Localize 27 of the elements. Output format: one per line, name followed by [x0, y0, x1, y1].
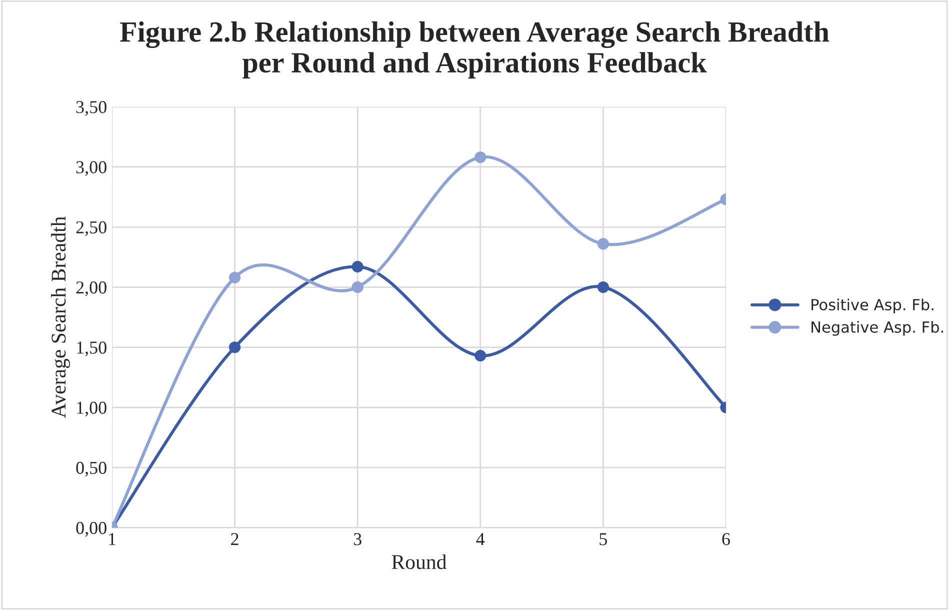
- x-tick-label: 2: [231, 533, 238, 546]
- y-tick-label: 0,50: [76, 462, 106, 477]
- legend-label: Positive Asp. Fb.: [812, 298, 934, 314]
- y-tick-label: 1,50: [77, 342, 106, 356]
- point: [597, 281, 609, 293]
- point: [597, 238, 609, 250]
- x-tick-label: 6: [722, 533, 730, 546]
- chart-title: Figure 2.b Relationship between Average Search Breadth per Round and Aspirations Feedback: [120, 21, 830, 79]
- point: [474, 151, 486, 164]
- point: [352, 260, 364, 272]
- x-tick-label: 1: [109, 533, 116, 546]
- y-tick-label: 3,50: [76, 101, 106, 116]
- y-tick-label: 2,50: [76, 221, 106, 236]
- x-tick-label: 5: [600, 533, 607, 546]
- y-tick-label: 2,00: [76, 281, 106, 296]
- x-tick-label: 4: [476, 533, 485, 546]
- point: [474, 350, 486, 362]
- legend-label: Negative Asp. Fb.: [812, 321, 944, 336]
- x-tick-label: 3: [354, 533, 362, 546]
- x-axis-title: Round: [392, 554, 447, 570]
- point: [352, 281, 364, 293]
- point: [228, 272, 241, 284]
- y-tick-label: 0,00: [76, 522, 106, 537]
- y-tick-label: 1,00: [77, 402, 106, 416]
- y-tick-label: 3,00: [76, 161, 106, 176]
- point: [228, 341, 241, 354]
- y-axis-title: Average Search Breadth: [51, 216, 70, 418]
